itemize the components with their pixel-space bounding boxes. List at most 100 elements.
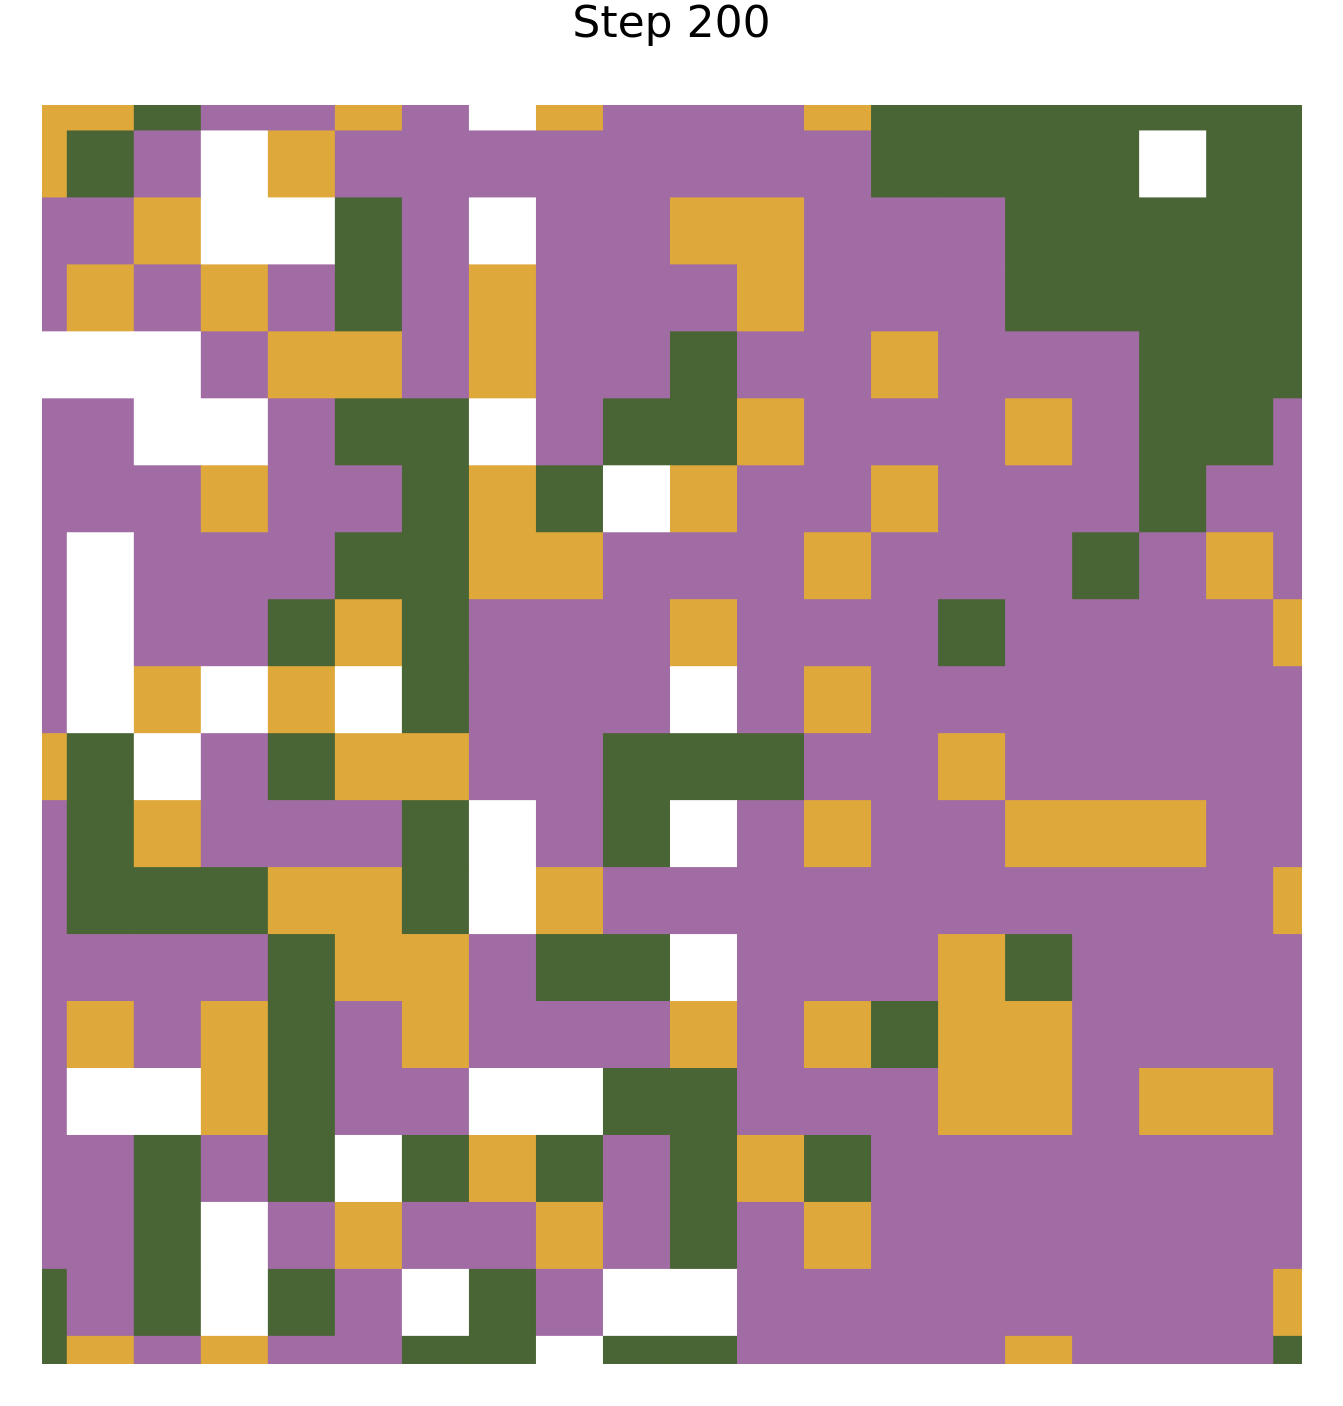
heatmap-cell — [401, 264, 470, 332]
heatmap-cell — [938, 331, 1006, 399]
heatmap-cell — [804, 800, 872, 868]
heatmap-cell — [871, 130, 939, 199]
heatmap-cell — [133, 264, 202, 332]
heatmap-cell — [871, 197, 939, 265]
heatmap-cell — [1139, 331, 1207, 399]
heatmap-cell — [334, 264, 403, 332]
heatmap-cell — [938, 130, 1006, 199]
heatmap-cell — [42, 1068, 68, 1136]
heatmap-cell — [200, 1068, 269, 1136]
heatmap-cell — [1273, 197, 1302, 265]
heatmap-cell — [535, 1268, 604, 1337]
heatmap-cell — [200, 733, 269, 801]
heatmap-cell — [267, 1134, 336, 1203]
heatmap-cell — [1273, 1335, 1302, 1364]
heatmap-cell — [200, 532, 269, 600]
heatmap-cell — [42, 1268, 68, 1337]
heatmap-cells — [42, 105, 1302, 1364]
heatmap-cell — [871, 465, 939, 533]
heatmap-cell — [66, 800, 135, 868]
heatmap-cell — [42, 1335, 68, 1364]
heatmap-cell — [1139, 130, 1207, 199]
heatmap-cell — [938, 1335, 1006, 1364]
heatmap-cell — [42, 465, 68, 533]
heatmap-cell — [401, 800, 470, 868]
heatmap-cell — [267, 264, 336, 332]
heatmap-cell — [42, 733, 68, 801]
heatmap-cell — [401, 532, 470, 600]
heatmap-cell — [267, 867, 336, 935]
heatmap-cell — [1273, 800, 1302, 868]
heatmap-cell — [1139, 733, 1207, 801]
heatmap-cell — [1005, 1001, 1073, 1069]
heatmap-cell — [669, 398, 738, 466]
heatmap-cell — [737, 800, 805, 868]
heatmap-cell — [804, 599, 872, 667]
heatmap-cell — [334, 1201, 403, 1270]
heatmap-cell — [1005, 130, 1073, 199]
heatmap-cell — [66, 1268, 135, 1337]
heatmap-cell — [468, 264, 537, 332]
heatmap-cell — [66, 197, 135, 265]
heatmap-cell — [1206, 197, 1274, 265]
heatmap-cell — [938, 1134, 1006, 1203]
heatmap-cell — [334, 800, 403, 868]
heatmap-cell — [200, 1201, 269, 1270]
heatmap-cell — [66, 465, 135, 533]
heatmap-cell — [938, 599, 1006, 667]
heatmap-cell — [871, 398, 939, 466]
heatmap-cell — [871, 1201, 939, 1270]
heatmap-cell — [1206, 398, 1274, 466]
heatmap-cell — [938, 465, 1006, 533]
heatmap-cell — [1072, 867, 1140, 935]
heatmap-cell — [1072, 666, 1140, 734]
heatmap-cell — [1139, 398, 1207, 466]
heatmap-cell — [938, 1268, 1006, 1337]
heatmap-cell — [938, 264, 1006, 332]
heatmap-cell — [737, 666, 805, 734]
heatmap-cell — [804, 532, 872, 600]
heatmap-cell — [133, 1201, 202, 1270]
heatmap-cell — [737, 1268, 805, 1337]
heatmap-cell — [938, 197, 1006, 265]
heatmap-cell — [1206, 800, 1274, 868]
heatmap-cell — [334, 666, 403, 734]
heatmap-cell — [535, 867, 604, 935]
heatmap-cell — [401, 733, 470, 801]
heatmap-cell — [1005, 1201, 1073, 1270]
heatmap-cell — [535, 1001, 604, 1069]
heatmap-cell — [1206, 532, 1274, 600]
heatmap-cell — [804, 1335, 872, 1364]
heatmap-cell — [1273, 465, 1302, 533]
heatmap-cell — [871, 934, 939, 1002]
heatmap-cell — [1139, 867, 1207, 935]
heatmap-cell — [200, 867, 269, 935]
heatmap-cell — [1072, 1268, 1140, 1337]
heatmap-cell — [42, 934, 68, 1002]
heatmap-cell — [334, 1134, 403, 1203]
heatmap-cell — [1072, 331, 1140, 399]
heatmap-cell — [1273, 532, 1302, 600]
heatmap-cell — [669, 1068, 738, 1136]
heatmap-cell — [42, 197, 68, 265]
heatmap-cell — [602, 733, 671, 801]
heatmap-cell — [669, 105, 738, 132]
heatmap-cell — [602, 599, 671, 667]
heatmap-cell — [1005, 1268, 1073, 1337]
heatmap-cell — [401, 1335, 470, 1364]
heatmap-cell — [669, 599, 738, 667]
heatmap-cell — [267, 800, 336, 868]
heatmap-cell — [267, 1001, 336, 1069]
heatmap-cell — [1206, 666, 1274, 734]
heatmap-cell — [401, 130, 470, 199]
heatmap-cell — [602, 465, 671, 533]
heatmap-cell — [1206, 130, 1274, 199]
heatmap-cell — [1005, 1134, 1073, 1203]
heatmap-cell — [602, 398, 671, 466]
heatmap-cell — [1139, 105, 1207, 132]
heatmap-cell — [1273, 264, 1302, 332]
heatmap-cell — [468, 666, 537, 734]
heatmap-cell — [334, 599, 403, 667]
heatmap-cell — [1273, 1201, 1302, 1270]
heatmap-cell — [938, 532, 1006, 600]
